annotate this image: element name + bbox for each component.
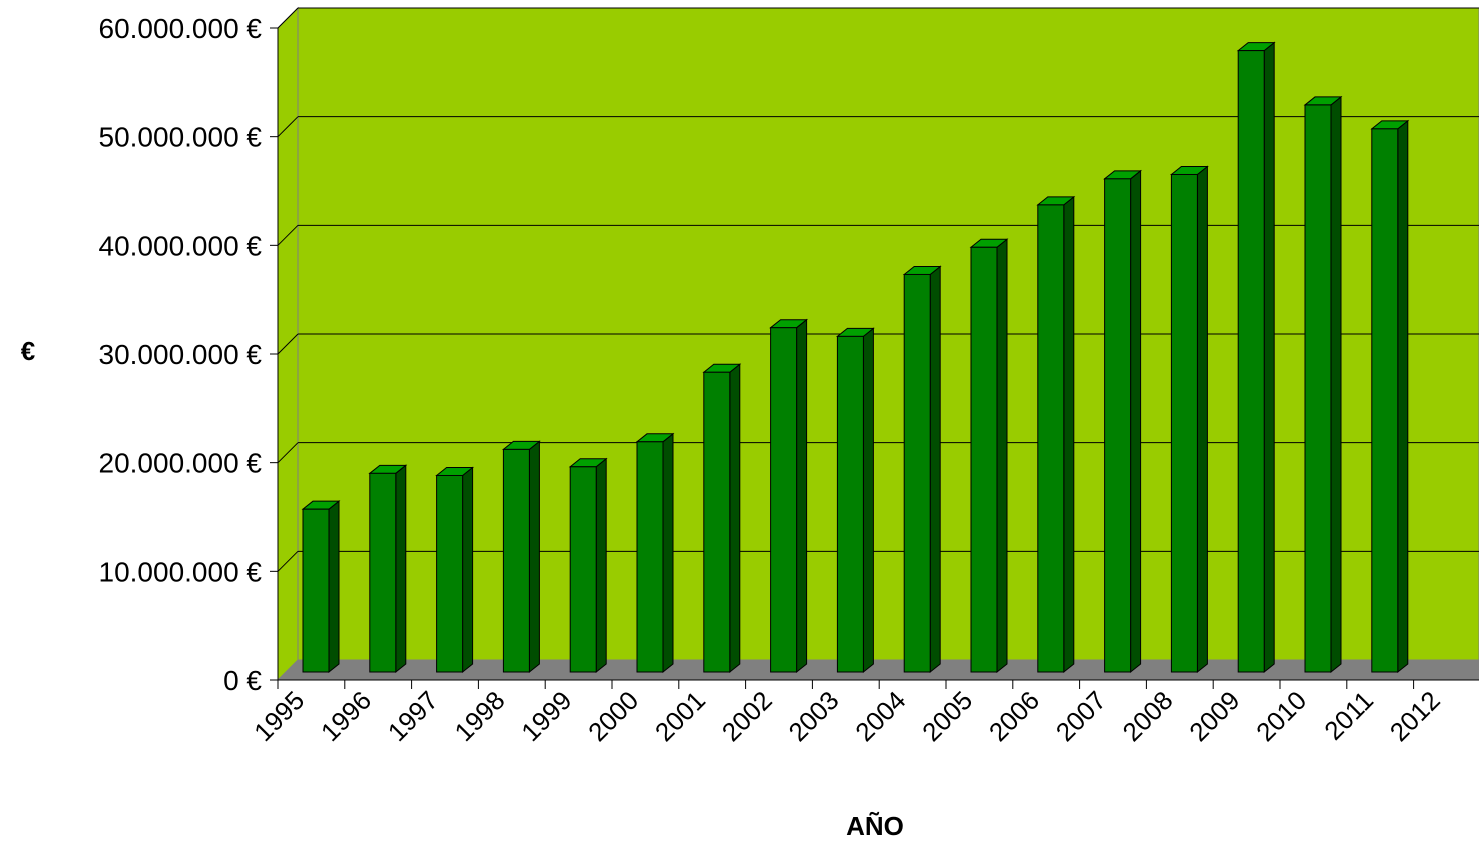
bar-front (1037, 204, 1065, 673)
bar-side (395, 464, 407, 674)
y-tick-labels: 0 € 10.000.000 € 20.000.000 € 30.000.000 € 4… (99, 13, 263, 696)
y-tick-label: 30.000.000 € (99, 339, 263, 370)
bar-side (1263, 41, 1275, 674)
bar (769, 318, 809, 674)
y-tick-label: 20.000.000 € (99, 448, 263, 479)
gridline-side (277, 442, 299, 464)
x-tick-label: 2008 (1117, 685, 1179, 747)
bar-side (929, 265, 941, 674)
y-tick-label: 40.000.000 € (99, 230, 263, 261)
x-tick-label: 2005 (916, 685, 978, 747)
axes (270, 27, 1479, 689)
x-axis-title: AÑO (846, 811, 904, 841)
bars (301, 41, 1410, 674)
bar-front (1304, 104, 1332, 673)
bar-front (302, 508, 330, 673)
bar (1303, 95, 1343, 674)
bar-front (569, 466, 597, 673)
x-tick-label: 2000 (582, 685, 644, 747)
bar-side (729, 363, 741, 674)
bar-side (796, 318, 808, 674)
bar (1370, 119, 1410, 674)
gridline-side (277, 333, 299, 355)
x-tick-labels: 1995 1996 1997 1998 1999 2000 2001 2002 2003 2004… (248, 685, 1446, 747)
x-tick-label: 2006 (983, 685, 1045, 747)
bar (568, 457, 608, 674)
bar-front (903, 273, 931, 673)
gridline-side (277, 224, 299, 246)
bar-side (1063, 195, 1075, 674)
x-tick-label: 2004 (849, 685, 911, 747)
bar-front (770, 327, 798, 673)
bar (368, 464, 408, 674)
x-tick-label: 2003 (783, 685, 845, 747)
y-axis-title: € (21, 336, 35, 366)
bar-front (1371, 128, 1399, 673)
x-tick-label: 2009 (1183, 685, 1245, 747)
x-tick-label: 1996 (315, 685, 377, 747)
bar-side (328, 500, 340, 674)
bar-front (1104, 178, 1132, 673)
x-tick-label: 2012 (1384, 685, 1446, 747)
bar (301, 500, 341, 674)
y-tick-label: 60.000.000 € (99, 13, 263, 44)
bar-front (836, 335, 864, 673)
gridline-side (277, 550, 299, 572)
bar-side (1330, 95, 1342, 674)
bar (501, 440, 541, 674)
y-tick-label: 0 € (223, 665, 262, 696)
bar (1236, 41, 1276, 674)
bar-side (1196, 165, 1208, 674)
bar (902, 265, 942, 674)
bar-front (970, 246, 998, 673)
bar-side (662, 432, 674, 674)
bar (969, 238, 1009, 674)
bar (435, 466, 475, 674)
x-tick-label: 2002 (716, 685, 778, 747)
x-tick-label: 2007 (1050, 685, 1112, 747)
bar-front (636, 441, 664, 673)
bar (835, 327, 875, 674)
x-tick-label: 2011 (1318, 685, 1379, 746)
gridline-side (277, 116, 299, 138)
bar-front (502, 448, 530, 673)
bar-front (369, 472, 397, 673)
x-tick-label: 1999 (515, 685, 577, 747)
bar-front (1237, 50, 1265, 673)
bar-side (1397, 119, 1409, 674)
bar (1036, 195, 1076, 674)
gridlines (277, 7, 1479, 572)
gridline-side (277, 7, 299, 29)
bar (635, 432, 675, 674)
bar-side (1130, 169, 1142, 674)
bar (1103, 169, 1143, 674)
bar-side (462, 466, 474, 674)
bar-side (862, 327, 874, 674)
bar-front (703, 371, 731, 673)
bar-side (595, 457, 607, 674)
bar-front (1170, 173, 1198, 673)
bar (702, 363, 742, 674)
bar-side (528, 440, 540, 674)
y-tick-label: 50.000.000 € (99, 122, 263, 153)
bar (1169, 165, 1209, 674)
bar-front (436, 474, 464, 673)
x-tick-label: 1997 (382, 685, 444, 747)
x-tick-label: 2001 (649, 685, 711, 747)
y-tick-label: 10.000.000 € (99, 556, 263, 587)
bar-side (996, 238, 1008, 674)
x-tick-label: 1998 (449, 685, 511, 747)
x-tick-label: 2010 (1250, 685, 1312, 747)
